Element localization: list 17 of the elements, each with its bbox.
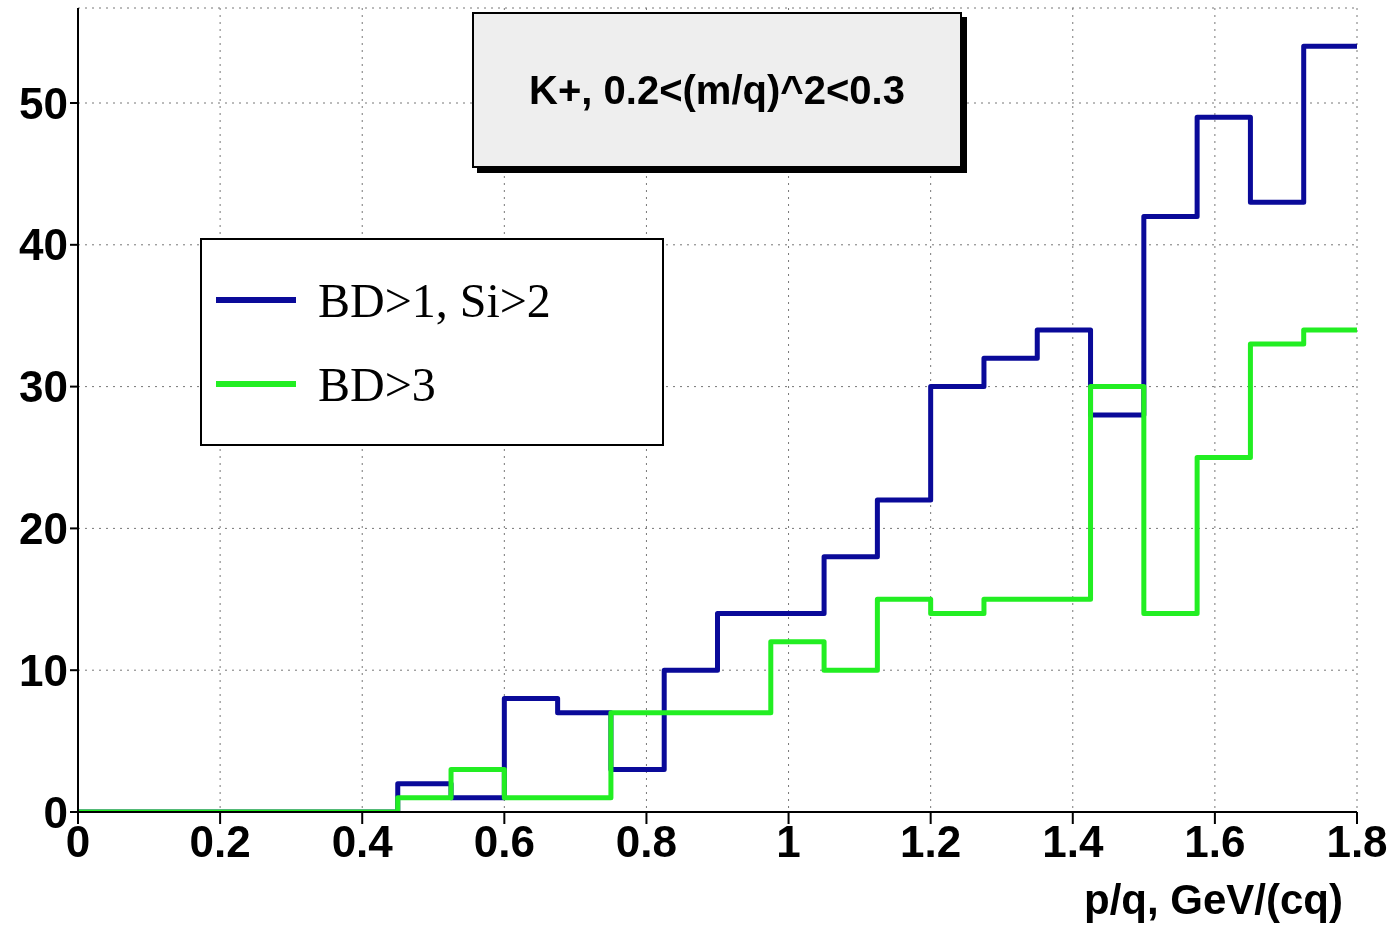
y-tick-label: 10 xyxy=(19,645,68,695)
x-tick-label: 0.6 xyxy=(473,817,535,867)
x-tick-label: 1.8 xyxy=(1326,817,1388,867)
legend-label: BD>3 xyxy=(318,356,436,412)
legend-label: BD>1, Si>2 xyxy=(318,272,551,328)
x-tick-label: 0.2 xyxy=(189,817,251,867)
x-tick-label: 1.4 xyxy=(1042,817,1104,867)
y-tick-label: 30 xyxy=(19,362,68,412)
x-tick-label: 0.4 xyxy=(331,817,394,867)
y-tick-label: 50 xyxy=(19,78,68,128)
x-tick-label: 1.2 xyxy=(900,817,962,867)
x-tick-label: 1 xyxy=(776,817,801,867)
x-axis-title: p/q, GeV/(cq) xyxy=(1083,876,1343,923)
x-tick-label: 0.8 xyxy=(615,817,678,867)
y-tick-label: 40 xyxy=(19,220,68,270)
y-tick-label: 20 xyxy=(19,504,68,554)
x-tick-label: 1.6 xyxy=(1184,817,1246,867)
